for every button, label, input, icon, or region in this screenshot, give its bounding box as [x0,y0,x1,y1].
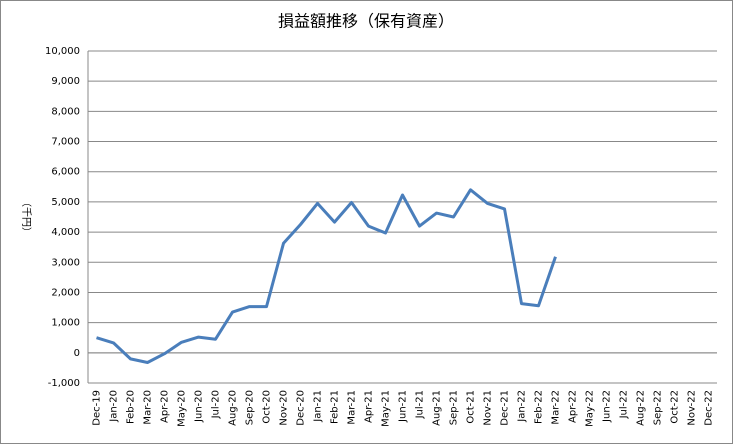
x-tick-label: Apr-20 [160,390,171,423]
x-tick-label: May-22 [585,390,596,427]
y-tick-label: 8,000 [51,106,80,117]
x-tick-label: Dec-20 [296,390,307,426]
x-tick-label: Jun-21 [398,390,409,423]
x-tick-label: May-21 [381,390,392,427]
x-tick-label: Sep-21 [449,390,460,425]
x-tick-label: Feb-20 [126,390,137,424]
y-tick-label: 3,000 [51,257,80,268]
x-tick-label: Jul-20 [211,390,222,419]
x-tick-label: Mar-22 [551,390,562,425]
y-tick-label: 6,000 [51,167,80,178]
chart-title: 損益額推移（保有資産） [278,12,454,31]
x-tick-label: Feb-21 [330,390,341,424]
x-tick-label: Jul-22 [619,390,630,419]
x-tick-label: Apr-21 [364,390,375,423]
x-tick-label: Jan-22 [517,390,528,423]
x-tick-label: May-20 [177,390,188,427]
data-line [96,188,557,364]
x-tick-label: Dec-19 [92,390,103,426]
x-tick-label: Jun-20 [194,390,205,423]
x-tick-label: Aug-22 [636,390,647,426]
x-tick-label: Dec-21 [500,390,511,426]
y-tick-label: 5,000 [51,197,80,208]
x-tick-label: Oct-20 [262,390,273,424]
x-tick-label: Feb-22 [534,390,545,424]
y-tick-label: 7,000 [51,137,80,148]
x-tick-label: Dec-22 [704,390,715,426]
y-axis-label: （千円） [20,197,32,237]
x-tick-label: Mar-20 [143,390,154,425]
y-tick-label: 9,000 [51,76,80,87]
x-tick-label: Jun-22 [602,390,613,423]
y-tick-label: -1,000 [48,378,80,389]
x-tick-label: Aug-21 [432,390,443,426]
x-tick-label: Nov-22 [687,390,698,426]
x-tick-label: Mar-21 [347,390,358,425]
x-tick-label: Jan-21 [313,390,324,423]
y-tick-label: 0 [74,348,80,359]
x-tick-label: Oct-22 [670,390,681,424]
y-tick-label: 10,000 [45,46,80,57]
x-tick-label: Jan-20 [109,390,120,423]
y-tick-label: 2,000 [51,287,80,298]
x-tick-label: Sep-22 [653,390,664,425]
x-tick-label: Oct-21 [466,390,477,424]
x-tick-label: Jul-21 [415,390,426,419]
y-tick-label: 4,000 [51,227,80,238]
x-tick-label: Nov-20 [279,390,290,426]
x-tick-label: Apr-22 [568,390,579,423]
y-tick-label: 1,000 [51,318,80,329]
x-tick-label: Nov-21 [483,390,494,426]
x-tick-label: Sep-20 [245,390,256,425]
x-tick-label: Aug-20 [228,390,239,426]
